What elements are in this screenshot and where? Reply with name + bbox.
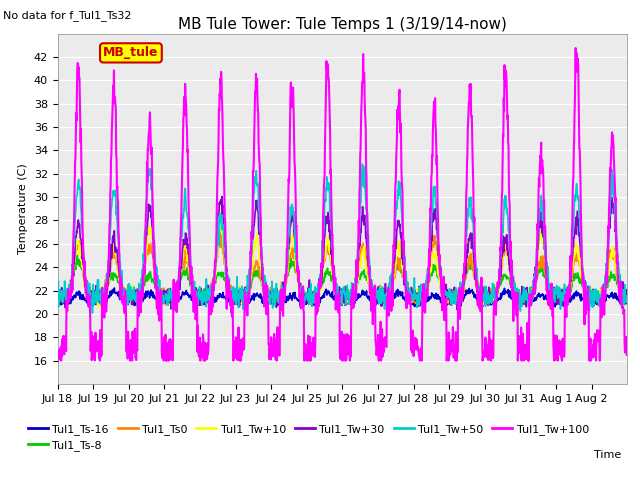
Y-axis label: Temperature (C): Temperature (C) xyxy=(18,163,28,254)
Title: MB Tule Tower: Tule Temps 1 (3/19/14-now): MB Tule Tower: Tule Temps 1 (3/19/14-now… xyxy=(178,17,507,33)
Text: Time: Time xyxy=(593,450,621,460)
Text: MB_tule: MB_tule xyxy=(103,47,159,60)
Legend: Tul1_Ts-16, Tul1_Ts-8, Tul1_Ts0, Tul1_Tw+10, Tul1_Tw+30, Tul1_Tw+50, Tul1_Tw+100: Tul1_Ts-16, Tul1_Ts-8, Tul1_Ts0, Tul1_Tw… xyxy=(23,419,593,456)
Text: No data for f_Tul1_Ts32: No data for f_Tul1_Ts32 xyxy=(3,11,132,22)
